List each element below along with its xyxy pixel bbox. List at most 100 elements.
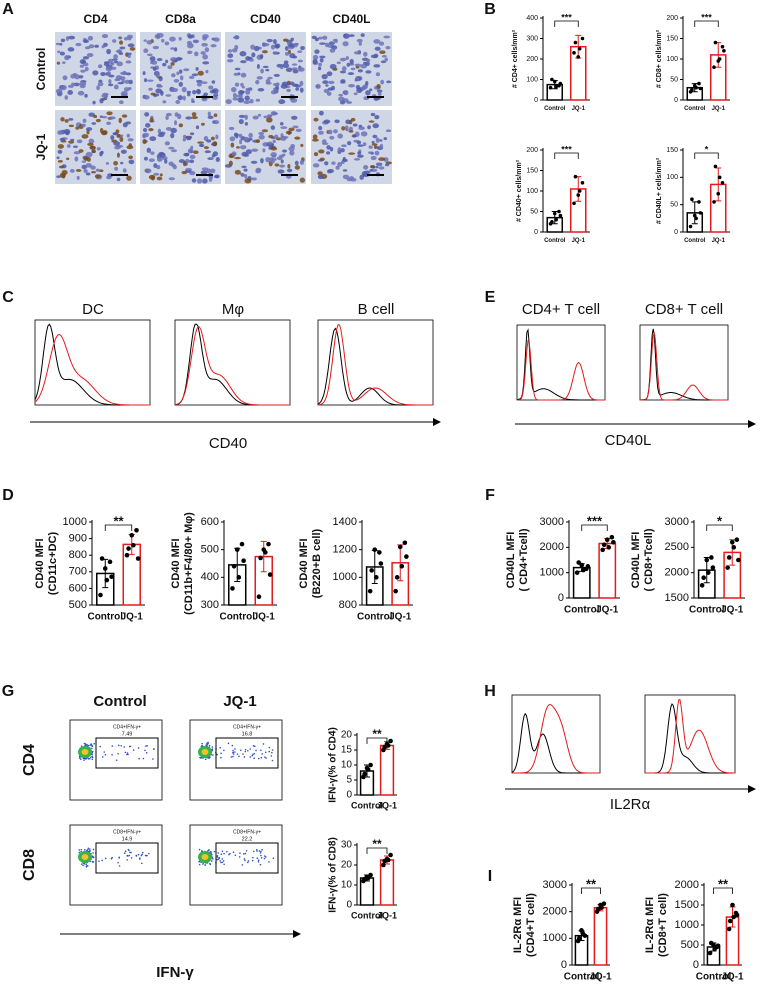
cell (238, 133, 243, 138)
x-tick-label: Control (544, 106, 566, 112)
y-tick-label: 800 (339, 599, 357, 611)
cell (356, 38, 363, 43)
bar (593, 906, 608, 966)
event (256, 848, 258, 851)
data-point (690, 197, 694, 201)
x-tick-label: Control (689, 605, 725, 616)
cell (121, 114, 128, 118)
cell (152, 45, 160, 50)
y-tick-label: 20 (341, 730, 353, 741)
plot-frame (69, 824, 163, 906)
cell (282, 153, 286, 157)
cell (251, 177, 257, 181)
cell (93, 114, 98, 119)
cell (126, 145, 134, 150)
cell (319, 110, 324, 116)
data-point (554, 217, 558, 222)
cell (370, 164, 376, 169)
event (123, 852, 126, 855)
y-tick-label: 200 (666, 15, 678, 22)
y-tick-label: 0 (561, 959, 567, 971)
y-tick-label: 500 (201, 544, 219, 556)
data-point (241, 558, 246, 564)
cell (366, 58, 371, 63)
data-point (713, 164, 718, 169)
cell (58, 165, 65, 169)
event (89, 744, 92, 746)
cell (331, 85, 335, 91)
gate-name: CD8+IFN-γ+ (233, 829, 261, 835)
event (126, 854, 129, 857)
significance: ** (718, 876, 729, 891)
data-point (713, 40, 718, 45)
cell (82, 118, 87, 123)
histogram-curve (174, 326, 290, 406)
cell (196, 178, 203, 184)
cell (251, 52, 256, 58)
cell (119, 40, 124, 45)
y-axis-label: ( CD8+Tcell) (643, 528, 655, 591)
y-tick-label: 400 (201, 571, 219, 583)
cell (115, 50, 123, 53)
cell (372, 94, 377, 97)
cell (120, 161, 124, 165)
significance: ** (372, 837, 382, 851)
cell (285, 67, 293, 72)
cell (213, 37, 220, 42)
cell (318, 62, 322, 67)
cell (340, 148, 345, 153)
cell (213, 120, 220, 125)
cell (192, 89, 197, 95)
y-tick-label: 900 (69, 533, 87, 545)
cell (255, 98, 261, 102)
y-tick-label: 100 (526, 76, 538, 83)
cell (255, 167, 262, 173)
event (244, 852, 247, 855)
cell (185, 152, 190, 157)
panel-label: D (2, 487, 14, 504)
data-point (609, 534, 615, 540)
y-axis-label: (CD11c+DC) (47, 532, 59, 596)
cell (191, 116, 198, 120)
cell (196, 89, 201, 95)
event (268, 861, 270, 863)
cell (156, 58, 163, 62)
event (261, 753, 263, 755)
cell (100, 71, 106, 77)
cell (377, 91, 382, 96)
cell (232, 97, 238, 101)
y-tick-label: 1500 (665, 592, 689, 604)
cell (110, 134, 115, 141)
cell (272, 51, 277, 55)
cell (156, 85, 163, 88)
cell (128, 159, 135, 165)
data-point (716, 191, 721, 196)
gate (215, 737, 279, 769)
cell (260, 157, 264, 164)
cell (153, 172, 160, 176)
cell (85, 172, 91, 176)
flow-title: B cell (358, 301, 395, 318)
cell (202, 54, 209, 60)
cell (91, 170, 97, 174)
data-point (731, 914, 736, 920)
cell (165, 59, 169, 64)
cell (259, 54, 264, 59)
cell (270, 44, 276, 50)
gate-value: 16.8 (242, 731, 253, 737)
data-point (722, 49, 726, 53)
data-point (558, 213, 563, 218)
event (272, 857, 275, 859)
cell (253, 45, 260, 52)
cell (240, 60, 247, 64)
data-point (263, 550, 268, 555)
cell (156, 157, 163, 162)
event (138, 757, 140, 760)
y-tick-label: 200 (526, 56, 538, 63)
y-tick-label: 1000 (333, 571, 357, 583)
event (124, 751, 127, 754)
cell (108, 116, 116, 120)
x-tick-label: JQ-1 (121, 612, 144, 623)
event (263, 857, 266, 860)
x-tick-label: JQ-1 (596, 605, 619, 616)
